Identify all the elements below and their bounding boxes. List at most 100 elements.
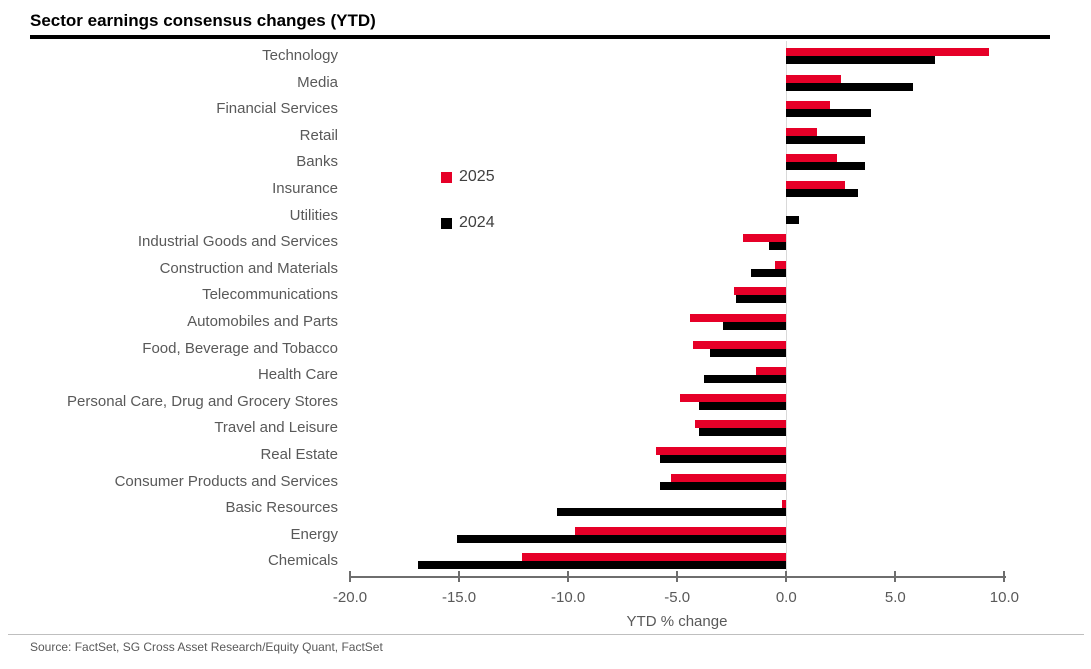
bar-2025	[694, 420, 787, 429]
x-axis-tick	[458, 571, 461, 582]
x-axis-tick-label: -10.0	[551, 589, 586, 606]
chart-row: Technology	[30, 45, 1020, 72]
bar-2024	[786, 56, 935, 64]
bar-2025	[522, 553, 787, 562]
bar-2025	[655, 447, 787, 455]
category-label: Financial Services	[216, 100, 338, 118]
bar-2024	[786, 109, 872, 118]
chart-row: Real Estate	[30, 444, 1020, 471]
chart-row: Chemicals	[30, 550, 1020, 577]
legend-swatch-2024-icon	[441, 217, 452, 229]
bar-2024	[786, 82, 913, 91]
category-label: Construction and Materials	[159, 259, 338, 277]
chart-row: Travel and Leisure	[30, 417, 1020, 444]
category-label: Chemicals	[267, 552, 338, 570]
chart-row: Automobiles and Parts	[30, 311, 1020, 338]
bar-2025	[670, 473, 787, 482]
bar-2025	[734, 287, 787, 296]
category-label: Consumer Products and Services	[114, 472, 338, 490]
bar-2025	[755, 367, 787, 376]
bar-2024	[786, 215, 800, 224]
x-axis-tick	[349, 571, 351, 582]
x-axis-tick	[676, 571, 679, 582]
bar-2024	[703, 375, 787, 384]
category-label: Travel and Leisure	[214, 419, 338, 437]
bar-2025	[742, 234, 787, 243]
title-divider	[30, 35, 1050, 39]
category-label: Automobiles and Parts	[187, 313, 338, 330]
bar-2024	[457, 534, 787, 543]
chart-row: Basic Resources	[30, 497, 1020, 524]
x-axis-title: YTD % change	[626, 613, 728, 630]
x-axis-tick-label: -20.0	[332, 589, 368, 606]
legend-label-2025: 2025	[459, 168, 495, 185]
category-label: Technology	[262, 47, 338, 64]
chart-row: Insurance	[30, 178, 1020, 205]
bar-2024	[699, 428, 787, 437]
bar-2025	[786, 48, 990, 56]
bar-2025	[775, 260, 787, 269]
category-label: Banks	[296, 153, 338, 171]
chart-row: Consumer Products and Services	[30, 471, 1020, 498]
category-label: Health Care	[257, 366, 338, 384]
bar-2025	[786, 181, 846, 189]
bar-rows-container: Technology Media Financial Services Retail B…	[30, 45, 1020, 577]
x-axis-tick-label: -15.0	[441, 589, 477, 606]
bar-2025	[786, 127, 817, 136]
x-axis-tick	[785, 571, 788, 582]
category-label: Utilities	[289, 206, 338, 224]
legend-label-2024: 2024	[459, 214, 495, 231]
bar-2024	[786, 135, 865, 144]
x-axis-tick-label: -5.0	[664, 589, 691, 606]
bar-2024	[659, 481, 787, 490]
bar-2024	[768, 242, 787, 251]
legend-swatch-2025-icon	[441, 171, 452, 183]
bar-2024	[557, 508, 787, 517]
bar-2024	[786, 162, 865, 171]
x-axis-tick	[894, 571, 897, 582]
category-label: Telecommunications	[202, 286, 338, 304]
chart-row: Financial Services	[30, 98, 1020, 125]
legend-item-2024: 2024	[441, 214, 495, 232]
x-axis-tick	[1003, 571, 1006, 582]
chart-row: Media	[30, 72, 1020, 99]
x-axis-tick	[567, 571, 570, 582]
bar-2024	[736, 295, 787, 304]
chart-row: Energy	[30, 524, 1020, 551]
bar-2024	[723, 322, 787, 330]
chart-row: Banks	[30, 151, 1020, 178]
category-label: Insurance	[272, 180, 338, 197]
source-divider	[8, 634, 1084, 635]
category-label: Basic Resources	[225, 499, 338, 517]
category-label: Energy	[290, 525, 338, 543]
chart-row: Telecommunications	[30, 284, 1020, 311]
chart-row: Utilities	[30, 205, 1020, 232]
category-label: Real Estate	[260, 446, 338, 463]
bar-2024	[659, 455, 787, 463]
source-text: Source: FactSet, SG Cross Asset Research…	[30, 640, 383, 654]
bar-2025	[690, 314, 787, 322]
chart-row: Construction and Materials	[30, 258, 1020, 285]
bar-2025	[692, 340, 787, 349]
category-label: Media	[297, 73, 338, 91]
x-axis-tick-label: 0.0	[775, 589, 797, 606]
category-label: Personal Care, Drug and Grocery Stores	[67, 392, 338, 410]
legend-item-2025: 2025	[441, 168, 495, 186]
category-label: Retail	[299, 126, 338, 144]
chart-row: Food, Beverage and Tobacco	[30, 338, 1020, 365]
bar-2024	[751, 268, 787, 277]
chart-row: Personal Care, Drug and Grocery Stores	[30, 391, 1020, 418]
bar-2025	[679, 393, 787, 402]
bar-2024	[699, 401, 787, 410]
bar-2025	[786, 154, 837, 163]
zero-gridline	[786, 41, 787, 577]
category-label: Industrial Goods and Services	[137, 233, 338, 251]
bar-2025	[786, 74, 841, 83]
chart-row: Health Care	[30, 364, 1020, 391]
bar-2024	[786, 189, 859, 197]
page-title: Sector earnings consensus changes (YTD)	[30, 11, 376, 30]
chart-row: Retail	[30, 125, 1020, 152]
chart-row: Industrial Goods and Services	[30, 231, 1020, 258]
bar-2025	[574, 526, 787, 535]
